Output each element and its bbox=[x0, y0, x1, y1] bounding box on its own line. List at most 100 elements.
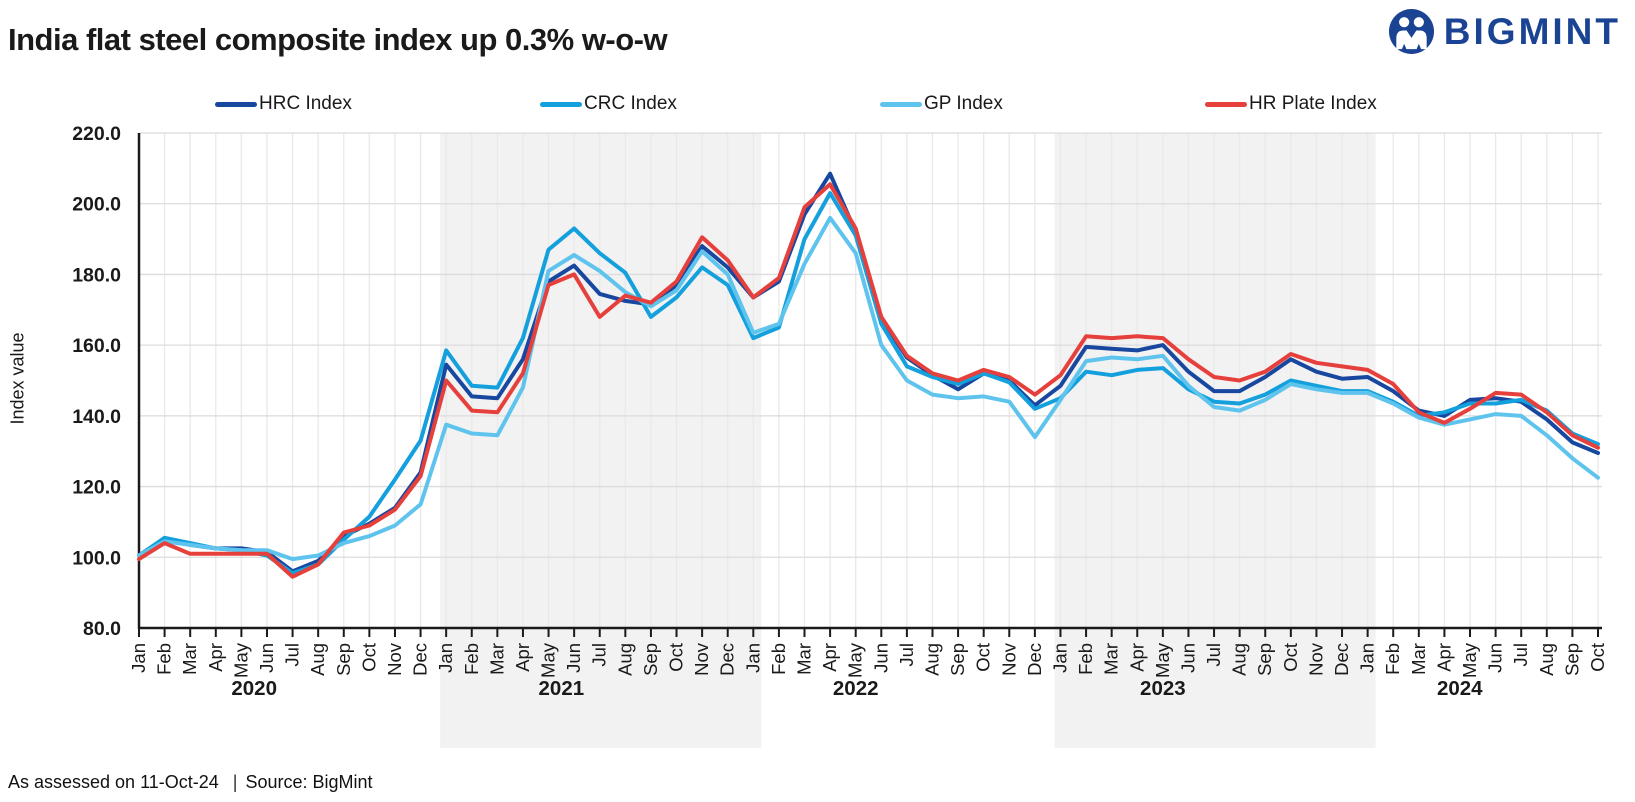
x-tick-label: May bbox=[1459, 642, 1480, 678]
year-labels: 2020 2021 2022 2023 2024 bbox=[231, 677, 1483, 700]
x-tick-label: Jun bbox=[1177, 643, 1198, 673]
x-tick-label: Sep bbox=[640, 643, 661, 676]
x-tick-label: Jan bbox=[435, 643, 456, 673]
x-tick-label: Oct bbox=[973, 643, 994, 672]
x-tick-label: Feb bbox=[768, 643, 789, 675]
x-tick-label: Jul bbox=[589, 643, 610, 667]
x-tick-label: Feb bbox=[1075, 643, 1096, 675]
x-tick-label: Jun bbox=[1485, 643, 1506, 673]
legend-item-crc-index: CRC Index bbox=[540, 92, 677, 116]
x-tick-label: Aug bbox=[1229, 643, 1250, 676]
legend-item-hrc-index: HRC Index bbox=[215, 92, 352, 116]
x-tick-label: Jul bbox=[1203, 643, 1224, 667]
page-title: India flat steel composite index up 0.3%… bbox=[8, 22, 668, 57]
legend: HRC Index CRC Index GP Index HR Plate In… bbox=[0, 92, 1635, 116]
x-tick-label: Apr bbox=[1433, 643, 1454, 672]
legend-label: GP Index bbox=[924, 93, 1003, 114]
series-lines bbox=[137, 171, 1600, 579]
x-tick-label: Sep bbox=[1254, 643, 1275, 676]
x-tick-label: Nov bbox=[998, 642, 1019, 676]
x-tick-label: Mar bbox=[794, 643, 815, 675]
x-tick-label: Oct bbox=[358, 643, 379, 672]
x-tick-label: Mar bbox=[1101, 643, 1122, 675]
x-tick-label: Apr bbox=[819, 643, 840, 672]
x-tick-label: Sep bbox=[947, 643, 968, 676]
x-tick-label: Oct bbox=[1587, 643, 1608, 672]
x-tick-label: May bbox=[845, 642, 866, 678]
x-tick-label: Apr bbox=[205, 643, 226, 672]
brand-logo-text: BIGMINT bbox=[1443, 10, 1621, 52]
x-tick-label: Oct bbox=[666, 643, 687, 672]
x-tick-label: May bbox=[538, 642, 559, 678]
legend-item-hr-plate-index: HR Plate Index bbox=[1205, 92, 1377, 116]
x-tick-label: Dec bbox=[410, 643, 431, 676]
line-gp-index bbox=[137, 215, 1600, 562]
legend-swatch-gp-index bbox=[880, 101, 922, 107]
y-axis-labels: 80.0 100.0 120.0 140.0 160.0 180.0 200.0 220.0 bbox=[72, 123, 121, 640]
x-tick-label: Jul bbox=[896, 643, 917, 667]
x-tick-label: Feb bbox=[461, 643, 482, 675]
year-label-2023: 2023 bbox=[1140, 677, 1186, 700]
x-tick-label: May bbox=[230, 642, 251, 678]
legend-label: HRC Index bbox=[259, 93, 352, 114]
x-tick-label: Feb bbox=[1382, 643, 1403, 675]
legend-swatch-crc-index bbox=[540, 101, 582, 107]
year-label-2020: 2020 bbox=[231, 677, 277, 700]
legend-label: CRC Index bbox=[584, 93, 677, 114]
y-tick-label: 160.0 bbox=[72, 335, 121, 357]
x-tick-label: Mar bbox=[1408, 643, 1429, 675]
y-tick-label: 220.0 bbox=[72, 123, 121, 145]
y-tick-label: 140.0 bbox=[72, 406, 121, 428]
x-tick-label: Jan bbox=[128, 643, 149, 673]
x-tick-label: Jun bbox=[563, 643, 584, 673]
x-tick-label: Aug bbox=[307, 643, 328, 676]
x-tick-label: Aug bbox=[921, 643, 942, 676]
legend-swatch-hrc-index bbox=[215, 101, 257, 107]
y-tick-label: 180.0 bbox=[72, 264, 121, 286]
x-tick-label: May bbox=[1152, 642, 1173, 678]
x-tick-label: Dec bbox=[1024, 643, 1045, 676]
year-band-2023 bbox=[1054, 133, 1376, 748]
source-text: Source: BigMint bbox=[245, 772, 373, 792]
assessed-date-text: As assessed on 11-Oct-24 bbox=[8, 772, 219, 792]
legend-swatch-hr-plate-index bbox=[1205, 101, 1247, 107]
x-tick-label: Oct bbox=[1280, 643, 1301, 672]
legend-item-gp-index: GP Index bbox=[880, 92, 1003, 116]
footer-separator: | bbox=[232, 772, 238, 792]
x-tick-label: Mar bbox=[179, 643, 200, 675]
year-label-2024: 2024 bbox=[1437, 677, 1483, 700]
x-tick-label: Jan bbox=[742, 643, 763, 673]
footer: As assessed on 11-Oct-24 | Source: BigMint bbox=[8, 772, 373, 793]
y-tick-label: 200.0 bbox=[72, 194, 121, 216]
gridlines bbox=[138, 132, 1602, 628]
year-label-2022: 2022 bbox=[833, 677, 879, 700]
x-tick-label: Apr bbox=[512, 643, 533, 672]
year-band-2021 bbox=[440, 133, 762, 748]
year-label-2021: 2021 bbox=[539, 677, 585, 700]
legend-label: HR Plate Index bbox=[1249, 93, 1377, 114]
line-hrc-index bbox=[137, 171, 1600, 574]
x-tick-label: Dec bbox=[717, 643, 738, 676]
x-tick-label: Jun bbox=[870, 643, 891, 673]
axes bbox=[137, 133, 1602, 637]
x-tick-label: Nov bbox=[384, 642, 405, 676]
x-tick-label: Jul bbox=[282, 643, 303, 667]
y-tick-label: 120.0 bbox=[72, 477, 121, 499]
year-bands bbox=[440, 133, 1376, 748]
x-tick-label: Mar bbox=[486, 643, 507, 675]
x-tick-label: Nov bbox=[691, 642, 712, 676]
y-tick-label: 100.0 bbox=[72, 547, 121, 569]
x-tick-label: Aug bbox=[614, 643, 635, 676]
x-tick-label: Aug bbox=[1536, 643, 1557, 676]
x-tick-label: Jan bbox=[1357, 643, 1378, 673]
x-tick-label: Nov bbox=[1305, 642, 1326, 676]
brand-logo: BIGMINT bbox=[1388, 8, 1621, 55]
x-tick-label: Dec bbox=[1331, 643, 1352, 676]
x-axis-labels: Jan Feb Mar Apr May Jun Jul Aug Sep Oct Nov Dec Jan F… bbox=[128, 642, 1608, 678]
y-tick-label: 80.0 bbox=[83, 618, 121, 640]
x-tick-label: Jul bbox=[1510, 643, 1531, 667]
x-tick-label: Apr bbox=[1126, 643, 1147, 672]
x-tick-label: Sep bbox=[1561, 643, 1582, 676]
